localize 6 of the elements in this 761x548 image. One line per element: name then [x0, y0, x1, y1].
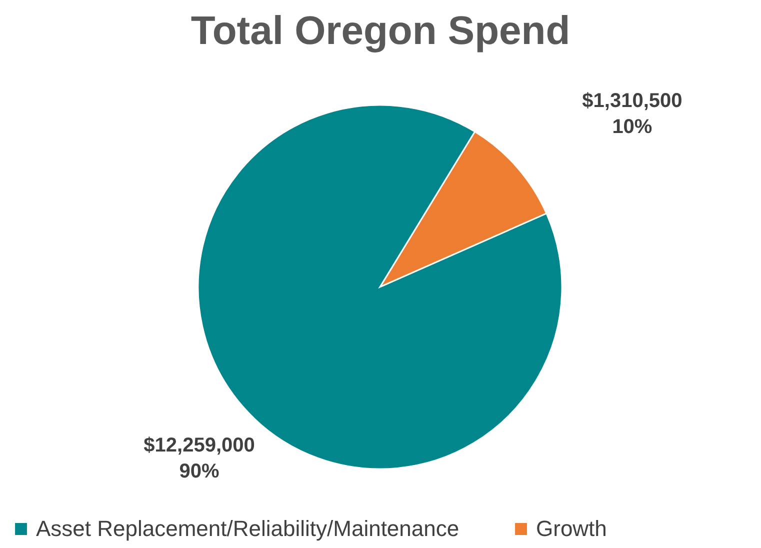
pie-slice — [379, 130, 548, 288]
data-label: $1,310,500 10% — [582, 90, 682, 138]
chart-title: Total Oregon Spend — [190, 9, 570, 53]
data-label: $12,259,000 90% — [144, 434, 255, 482]
legend-label: Asset Replacement/Reliability/Maintenance — [36, 516, 460, 541]
legend-label: Growth — [536, 516, 607, 541]
